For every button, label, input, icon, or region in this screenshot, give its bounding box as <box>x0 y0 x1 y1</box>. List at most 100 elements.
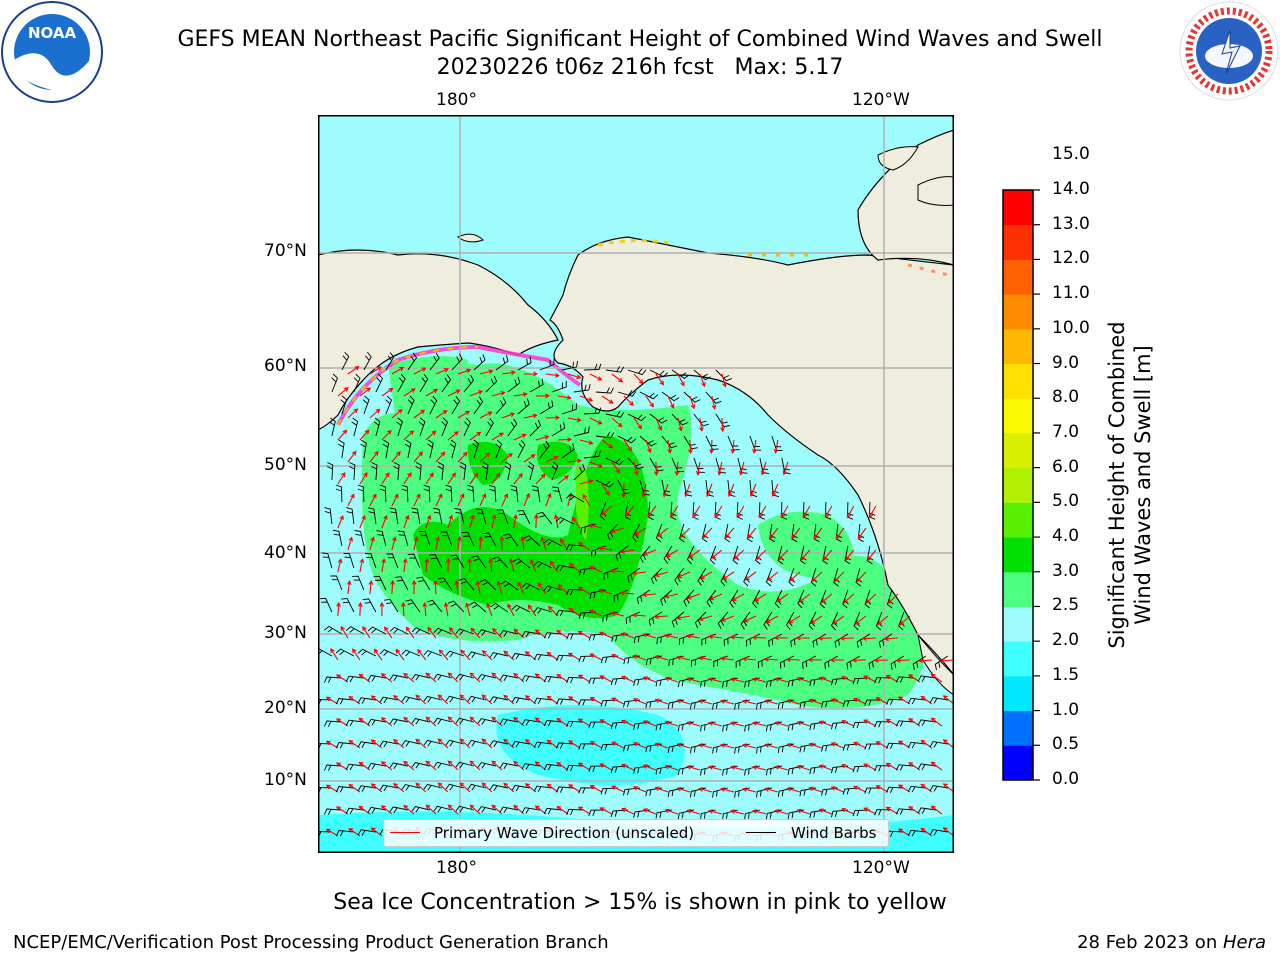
wind-barb <box>393 461 400 481</box>
wind-barb <box>367 762 386 770</box>
wave-direction-arrow <box>765 615 779 623</box>
wave-direction-arrow <box>325 784 339 793</box>
wind-barb <box>389 762 408 769</box>
wind-barb <box>588 677 606 684</box>
wave-direction-arrow <box>654 786 669 793</box>
wave-direction-arrow <box>861 636 876 641</box>
wind-barb <box>323 676 342 683</box>
wave-direction-arrow <box>447 804 459 815</box>
wind-barb <box>512 558 531 569</box>
wave-direction-arrow <box>491 760 503 771</box>
colorbar-cell <box>1003 398 1033 434</box>
wave-direction-arrow <box>885 806 899 815</box>
wind-barb <box>477 762 497 769</box>
wind-barb <box>401 696 421 703</box>
wind-barb <box>440 531 453 547</box>
colorbar-tick-label: 13.0 <box>1052 213 1090 234</box>
wave-direction-arrow <box>810 615 823 624</box>
wind-barb <box>895 676 914 683</box>
wave-direction-arrow <box>352 648 361 661</box>
wind-barb <box>907 697 926 705</box>
wave-direction-arrow <box>447 472 456 485</box>
wave-direction-arrow <box>769 527 779 540</box>
wave-direction-arrow <box>559 538 569 551</box>
wind-barb <box>715 369 733 382</box>
wave-direction-arrow <box>676 786 691 793</box>
wave-direction-arrow <box>579 479 594 485</box>
wind-barb <box>323 764 342 771</box>
wave-direction-arrow <box>481 782 493 793</box>
wind-barb <box>852 721 870 729</box>
wave-direction-arrow <box>610 611 625 617</box>
wave-direction-arrow <box>774 765 789 771</box>
wind-barb <box>479 579 497 591</box>
wave-direction-arrow <box>359 514 366 529</box>
wave-direction-arrow <box>535 473 546 485</box>
wave-direction-arrow <box>370 827 383 837</box>
wind-barb <box>543 675 562 683</box>
wave-direction-arrow <box>384 626 393 639</box>
wave-direction-arrow <box>875 697 889 705</box>
wave-direction-arrow <box>722 571 735 580</box>
wave-direction-arrow <box>405 626 415 639</box>
wave-direction-arrow <box>714 505 723 519</box>
wave-direction-arrow <box>709 439 714 455</box>
wave-direction-arrow <box>751 635 766 640</box>
wave-direction-arrow <box>393 694 405 705</box>
wind-barb <box>551 461 559 481</box>
wave-direction-arrow <box>679 527 691 538</box>
graticule <box>318 115 954 853</box>
wind-barb <box>499 806 518 814</box>
wave-direction-arrow <box>785 657 800 662</box>
wind-barb <box>335 742 354 749</box>
wind-barb <box>345 763 364 771</box>
wave-direction-arrow <box>633 417 643 430</box>
colorbar-cell <box>1003 745 1033 781</box>
wave-direction-arrow <box>868 505 877 519</box>
wave-direction-arrow <box>534 761 547 771</box>
wave-direction-arrow <box>395 648 405 661</box>
wave-direction-arrow <box>358 805 371 815</box>
colorbar-tick-label: 4.0 <box>1052 526 1080 547</box>
wind-barb <box>895 808 914 815</box>
wave-direction-arrow <box>454 579 460 595</box>
wind-barb <box>615 545 629 562</box>
wind-barb <box>627 457 644 470</box>
wave-direction-arrow <box>642 764 657 771</box>
wave-direction-arrow <box>479 493 487 507</box>
wave-direction-arrow <box>535 435 550 441</box>
wind-barb <box>449 439 457 459</box>
wave-direction-arrow <box>610 653 625 661</box>
wind-barb <box>373 575 387 591</box>
wind-barb <box>489 696 508 703</box>
wave-direction-arrow <box>686 720 701 727</box>
wave-direction-arrow <box>674 461 680 477</box>
wave-direction-arrow <box>818 676 833 683</box>
wind-barb <box>441 374 452 393</box>
lat-label-50n: 50°N <box>264 455 307 475</box>
footer-credit: NCEP/EMC/Verification Post Processing Pr… <box>13 932 609 953</box>
wave-direction-arrow <box>437 694 449 705</box>
wind-barb <box>627 368 647 376</box>
wave-direction-arrow <box>818 808 833 815</box>
wind-barb <box>423 739 443 747</box>
wave-direction-arrow <box>391 493 399 507</box>
wave-direction-arrow <box>545 492 552 507</box>
wave-height-map <box>318 115 954 853</box>
wave-direction-arrow <box>447 514 454 529</box>
wave-direction-arrow <box>664 633 679 639</box>
wind-barb <box>649 413 668 424</box>
colorbar-title-line: Significant Height of Combined <box>1105 321 1129 649</box>
colorbar-cell <box>1003 571 1033 607</box>
wind-barb <box>517 356 532 371</box>
wind-barb <box>419 530 431 547</box>
wind-barb <box>384 598 399 613</box>
wind-barb <box>379 696 398 704</box>
wave-direction-arrow <box>920 695 933 705</box>
wave-direction-arrow <box>654 698 669 705</box>
wind-barb <box>373 417 381 437</box>
wave-direction-arrow <box>865 593 877 604</box>
wave-direction-arrow <box>599 719 613 727</box>
wind-barb <box>363 352 372 371</box>
wave-direction-arrow <box>774 809 789 815</box>
